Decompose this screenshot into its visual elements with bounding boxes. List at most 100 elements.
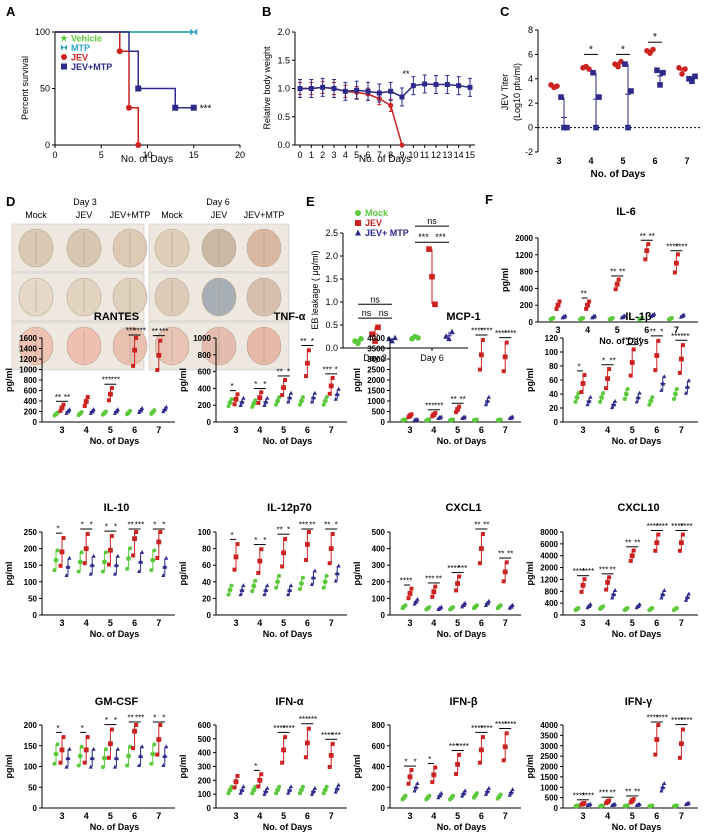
cytokine-panel: TNF-α 0 200 400 600 800 1000 pg/ml 3 4 5 6 7 No. of D… <box>178 311 347 446</box>
data-point <box>312 785 317 790</box>
y-tick-label: 1000 <box>367 397 385 406</box>
significance: **** <box>656 522 668 531</box>
data-point <box>622 397 627 402</box>
data-point <box>259 772 264 777</box>
data-point <box>140 744 145 749</box>
y-tick-label: 800 <box>198 351 212 360</box>
significance: ** <box>580 290 586 299</box>
data-point <box>427 605 432 610</box>
data-point <box>128 408 133 413</box>
data-point <box>140 405 145 410</box>
data-point <box>601 604 606 609</box>
y-tick-label: 0 <box>554 804 559 813</box>
data-point <box>588 602 593 607</box>
significance: * <box>56 525 59 534</box>
data-point <box>52 568 57 573</box>
y-tick-label: 800 <box>24 376 38 385</box>
data-point <box>112 571 117 576</box>
data-point <box>274 585 279 590</box>
data-point <box>100 765 105 770</box>
x-tick-label: 3 <box>233 618 238 628</box>
data-point <box>495 606 500 611</box>
data-point <box>454 772 459 777</box>
data-point <box>448 607 453 612</box>
x-tick-label: 5 <box>615 325 620 335</box>
data-point <box>392 334 398 341</box>
data-point <box>480 531 485 536</box>
data-point <box>637 390 642 395</box>
significance: **** <box>495 329 507 338</box>
y-tick-label: 6 <box>528 49 533 59</box>
x-tick-label: 3 <box>555 325 560 335</box>
data-point <box>631 797 636 802</box>
data-point <box>607 575 612 580</box>
y-tick-label: 100 <box>24 763 38 772</box>
data-point <box>106 562 111 567</box>
data-point <box>399 142 405 148</box>
data-point <box>233 396 239 402</box>
data-point <box>507 416 512 421</box>
panel-title: IL-6 <box>616 206 636 218</box>
data-point <box>134 530 139 534</box>
cytokine-grid: RANTES02004006008001000120014001600pg/ml… <box>4 311 698 832</box>
x-axis-label: No. of Days <box>90 822 140 832</box>
significance: *** <box>135 521 144 530</box>
column-label: JEV+MTP <box>244 210 285 220</box>
data-point <box>629 553 635 559</box>
data-point <box>108 391 113 397</box>
data-point <box>311 394 316 400</box>
significance: * <box>287 526 290 535</box>
data-point <box>137 762 142 767</box>
data-point <box>611 591 616 597</box>
data-point <box>400 797 405 802</box>
data-point <box>232 567 237 572</box>
data-point <box>629 360 635 365</box>
data-point <box>580 582 586 588</box>
cytokine-panel: GM-CSF 0 50 100 150 200 pg/ml 3 4 5 6 7 No. of Days *… <box>4 696 175 832</box>
significance: * <box>162 714 165 723</box>
data-point <box>334 391 340 397</box>
data-point <box>631 347 636 352</box>
data-point <box>102 559 107 565</box>
data-point <box>58 408 63 413</box>
data-point <box>299 398 304 404</box>
data-point <box>576 606 581 611</box>
x-tick-label: 6 <box>654 618 659 628</box>
data-point <box>406 781 411 786</box>
significance: *** <box>200 104 212 115</box>
y-tick-label: 400 <box>545 599 559 608</box>
x-tick-label: 6 <box>365 150 370 160</box>
data-point <box>106 398 111 403</box>
x-tick-label: 6 <box>479 618 484 628</box>
y-tick-label: 0 <box>381 418 386 427</box>
data-point <box>407 774 413 780</box>
x-tick-label: 3 <box>233 425 238 435</box>
data-point <box>657 82 663 88</box>
data-point <box>616 277 621 282</box>
data-point <box>646 242 651 247</box>
significance: **** <box>447 564 459 573</box>
data-point <box>286 399 291 404</box>
data-point <box>463 600 468 605</box>
data-point <box>82 760 87 765</box>
series-line-JEV <box>55 31 139 145</box>
y-tick-label: 1200 <box>19 355 37 364</box>
data-point <box>426 246 432 252</box>
x-tick-label: 5 <box>630 811 635 821</box>
data-point <box>477 367 482 372</box>
marker-jevmtp-end <box>190 104 197 111</box>
data-point <box>422 81 428 87</box>
data-point <box>413 784 419 790</box>
data-point <box>226 791 231 796</box>
data-point <box>265 395 270 400</box>
data-point <box>164 555 169 560</box>
data-point <box>502 569 508 575</box>
data-point <box>300 575 305 580</box>
data-point <box>89 562 95 568</box>
panel-d-brain-photos: D Day 3 Day 6 Mock JEV JEV+MTP Mock JEV JEV+MTP <box>6 194 290 371</box>
data-point <box>333 578 338 583</box>
y-tick-label: 3500 <box>540 731 558 740</box>
data-point <box>424 797 429 802</box>
data-point <box>238 402 243 407</box>
